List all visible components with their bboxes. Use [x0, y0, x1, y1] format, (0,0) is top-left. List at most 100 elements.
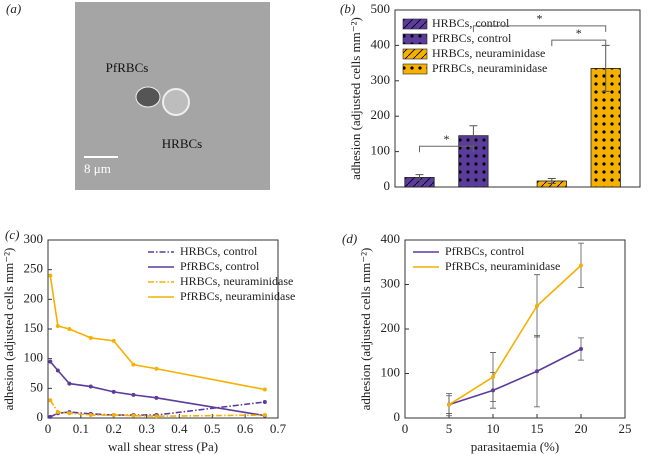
marker: [67, 411, 72, 416]
x-tick-label: 0.1: [73, 421, 89, 436]
x-tick-label: 15: [531, 421, 544, 436]
legend-swatch: [402, 63, 428, 75]
x-tick-label: 0.2: [106, 421, 122, 436]
marker: [48, 414, 53, 419]
legend-label: HRBCs, control: [432, 16, 510, 30]
marker: [154, 366, 159, 371]
y-tick-label: 400: [381, 231, 401, 246]
legend-label: PfRBCs, control: [445, 244, 525, 258]
marker: [48, 359, 53, 364]
marker: [154, 414, 159, 419]
marker: [262, 399, 267, 404]
marker: [262, 413, 267, 418]
marker: [579, 347, 583, 352]
marker: [535, 303, 539, 308]
marker: [131, 392, 136, 397]
x-tick-label: 5: [446, 421, 453, 436]
marker: [88, 384, 93, 389]
y-tick-label: 150: [24, 320, 44, 335]
cell: [135, 86, 161, 108]
significance-bracket: [551, 39, 607, 47]
x-tick-label: 20: [575, 421, 588, 436]
marker: [131, 413, 136, 418]
y-tick-label: 50: [30, 379, 43, 394]
marker: [579, 263, 583, 268]
marker: [262, 387, 267, 392]
marker: [131, 362, 136, 367]
x-tick-label: 25: [619, 421, 632, 436]
x-tick-label: 0.3: [138, 421, 154, 436]
marker: [491, 375, 495, 380]
y-tick-label: 300: [371, 72, 391, 87]
marker: [48, 398, 53, 403]
marker: [55, 324, 60, 329]
line: [49, 361, 265, 417]
y-tick-label: 200: [381, 320, 401, 335]
x-tick-label: 0: [402, 421, 409, 436]
legend-label: PfRBCs, neuraminidase: [445, 259, 560, 273]
legend-swatch: [402, 48, 428, 60]
y-tick-label: 0: [37, 409, 44, 424]
legend-label: PfRBCs, neuraminidase: [180, 289, 295, 303]
error-bar: [415, 174, 424, 181]
y-tick-label: 100: [381, 364, 401, 379]
x-axis-label: parasitaemia (%): [471, 439, 559, 454]
y-tick-label: 200: [371, 107, 391, 122]
error-bar: [469, 125, 478, 147]
y-tick-label: 0: [384, 178, 391, 193]
marker: [111, 413, 116, 418]
annotation: PfRBCs: [106, 60, 149, 75]
marker: [67, 327, 72, 331]
marker: [88, 413, 93, 418]
line: [448, 264, 582, 406]
legend-label: HRBCs, neuraminidase: [180, 274, 293, 288]
significance-bracket: [472, 25, 607, 32]
marker: [88, 335, 93, 340]
y-axis-label: adhesion (adjusted cells mm⁻²): [1, 248, 16, 411]
significance-label: *: [537, 12, 543, 26]
legend-swatch: [402, 33, 428, 45]
significance-label: *: [443, 132, 449, 146]
x-tick-label: 0.7: [270, 421, 287, 436]
y-tick-label: 300: [381, 275, 401, 290]
y-tick-label: 100: [24, 350, 44, 365]
annotation: 8 μm: [84, 161, 111, 176]
x-tick-label: 0.5: [204, 421, 220, 436]
x-tick-label: 0: [45, 421, 52, 436]
y-tick-label: 400: [371, 36, 391, 51]
panel-label: (a): [6, 1, 21, 16]
legend-swatch: [402, 18, 428, 30]
legend-label: PfRBCs, control: [180, 259, 260, 273]
marker: [111, 338, 116, 343]
cell: [162, 88, 190, 116]
marker: [447, 402, 451, 407]
x-axis-label: wall shear stress (Pa): [108, 439, 218, 454]
significance-bracket: [419, 145, 474, 153]
marker: [55, 368, 60, 373]
legend-label: PfRBCs, control: [432, 31, 512, 45]
marker: [111, 389, 116, 394]
y-axis-label: adhesion (adjusted cells mm⁻²): [358, 248, 373, 411]
legend-label: HRBCs, neuraminidase: [432, 46, 545, 60]
y-tick-label: 0: [394, 409, 401, 424]
significance-label: *: [576, 26, 582, 40]
y-tick-label: 100: [371, 143, 391, 158]
y-tick-label: 300: [24, 231, 44, 246]
marker: [154, 395, 159, 400]
x-tick-label: 0.6: [237, 421, 254, 436]
marker: [535, 369, 539, 374]
bar: [458, 135, 489, 188]
marker: [55, 410, 60, 415]
marker: [48, 273, 53, 278]
x-tick-label: 0.4: [171, 421, 188, 436]
marker: [67, 381, 72, 386]
y-tick-label: 500: [371, 1, 391, 16]
plot-frame: [394, 9, 641, 188]
panel-label: (c): [5, 227, 19, 242]
line: [448, 348, 582, 406]
panel-label: (b): [340, 1, 355, 16]
y-tick-label: 250: [24, 261, 44, 276]
x-tick-label: 10: [487, 421, 500, 436]
y-tick-label: 200: [24, 290, 44, 305]
y-axis-label: adhesion (adjusted cells mm⁻²): [348, 17, 363, 180]
